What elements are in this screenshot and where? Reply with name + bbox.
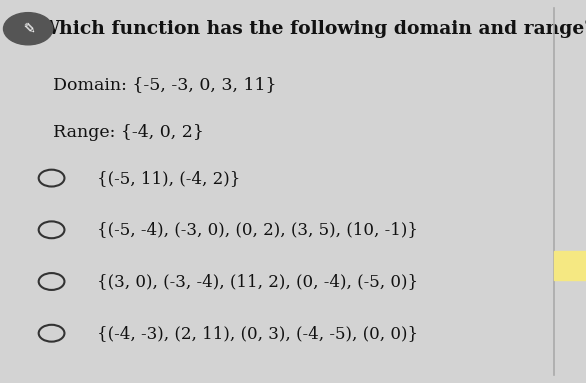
Bar (554, 251, 586, 280)
Text: Domain: {-5, -3, 0, 3, 11}: Domain: {-5, -3, 0, 3, 11} (53, 76, 277, 93)
Text: {(-5, -4), (-3, 0), (0, 2), (3, 5), (10, -1)}: {(-5, -4), (-3, 0), (0, 2), (3, 5), (10,… (97, 221, 418, 238)
Text: ✏: ✏ (18, 19, 38, 39)
Text: {(-4, -3), (2, 11), (0, 3), (-4, -5), (0, 0)}: {(-4, -3), (2, 11), (0, 3), (-4, -5), (0… (97, 325, 418, 342)
Text: Which function has the following domain and range?: Which function has the following domain … (38, 20, 586, 38)
Circle shape (4, 13, 53, 45)
Text: Range: {-4, 0, 2}: Range: {-4, 0, 2} (53, 124, 204, 141)
Text: {(-5, 11), (-4, 2)}: {(-5, 11), (-4, 2)} (97, 170, 240, 187)
Text: {(3, 0), (-3, -4), (11, 2), (0, -4), (-5, 0)}: {(3, 0), (-3, -4), (11, 2), (0, -4), (-5… (97, 273, 418, 290)
